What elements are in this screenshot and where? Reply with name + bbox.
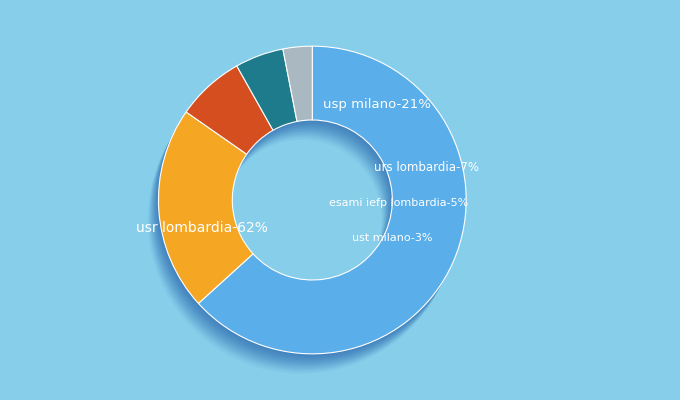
Wedge shape — [231, 59, 292, 140]
Wedge shape — [176, 84, 263, 172]
Wedge shape — [155, 119, 250, 310]
Wedge shape — [184, 71, 271, 159]
Wedge shape — [182, 74, 269, 162]
Wedge shape — [278, 54, 308, 130]
Wedge shape — [227, 67, 287, 149]
Wedge shape — [152, 124, 247, 315]
Wedge shape — [279, 53, 309, 128]
Wedge shape — [236, 51, 296, 132]
Wedge shape — [184, 69, 271, 158]
Text: esami iefp lombardia-5%: esami iefp lombardia-5% — [329, 198, 468, 208]
Wedge shape — [193, 56, 461, 364]
Wedge shape — [228, 66, 288, 147]
Text: ust milano-3%: ust milano-3% — [352, 234, 432, 244]
Text: usr lombardia-62%: usr lombardia-62% — [135, 221, 267, 235]
Wedge shape — [154, 120, 249, 312]
Wedge shape — [178, 81, 265, 169]
Wedge shape — [237, 49, 297, 130]
Wedge shape — [197, 48, 465, 356]
Wedge shape — [153, 122, 248, 314]
Wedge shape — [148, 132, 242, 324]
Wedge shape — [274, 63, 303, 138]
Wedge shape — [186, 66, 273, 154]
Wedge shape — [180, 78, 267, 166]
Wedge shape — [226, 69, 286, 150]
Wedge shape — [177, 83, 264, 171]
Wedge shape — [150, 127, 245, 318]
Wedge shape — [150, 129, 244, 320]
Wedge shape — [277, 56, 307, 132]
Wedge shape — [190, 63, 457, 370]
Wedge shape — [231, 61, 291, 142]
Wedge shape — [151, 125, 246, 317]
Wedge shape — [182, 73, 269, 161]
Wedge shape — [192, 58, 460, 366]
Wedge shape — [158, 114, 252, 305]
Wedge shape — [275, 60, 305, 135]
Wedge shape — [235, 52, 295, 134]
Wedge shape — [195, 53, 462, 360]
Wedge shape — [194, 54, 462, 362]
Wedge shape — [158, 112, 253, 304]
Wedge shape — [275, 61, 304, 136]
Wedge shape — [233, 56, 294, 137]
Text: usp milano-21%: usp milano-21% — [323, 98, 431, 111]
Wedge shape — [188, 66, 456, 374]
Wedge shape — [191, 60, 459, 367]
Wedge shape — [230, 62, 290, 144]
Wedge shape — [197, 50, 464, 357]
Wedge shape — [179, 79, 266, 168]
Text: urs lombardia-7%: urs lombardia-7% — [373, 161, 479, 174]
Wedge shape — [175, 86, 262, 174]
Wedge shape — [185, 68, 272, 156]
Wedge shape — [273, 64, 303, 140]
Wedge shape — [282, 48, 311, 123]
Wedge shape — [281, 50, 311, 125]
Wedge shape — [196, 51, 464, 359]
Wedge shape — [234, 54, 294, 135]
Wedge shape — [190, 61, 458, 369]
Wedge shape — [283, 46, 312, 122]
Wedge shape — [188, 64, 456, 372]
Wedge shape — [233, 57, 292, 139]
Wedge shape — [181, 76, 268, 164]
Wedge shape — [149, 130, 243, 322]
Wedge shape — [199, 46, 466, 354]
Wedge shape — [228, 64, 289, 145]
Wedge shape — [156, 117, 250, 308]
Wedge shape — [277, 58, 306, 133]
Wedge shape — [272, 66, 301, 142]
Wedge shape — [156, 115, 252, 307]
Wedge shape — [280, 51, 309, 126]
